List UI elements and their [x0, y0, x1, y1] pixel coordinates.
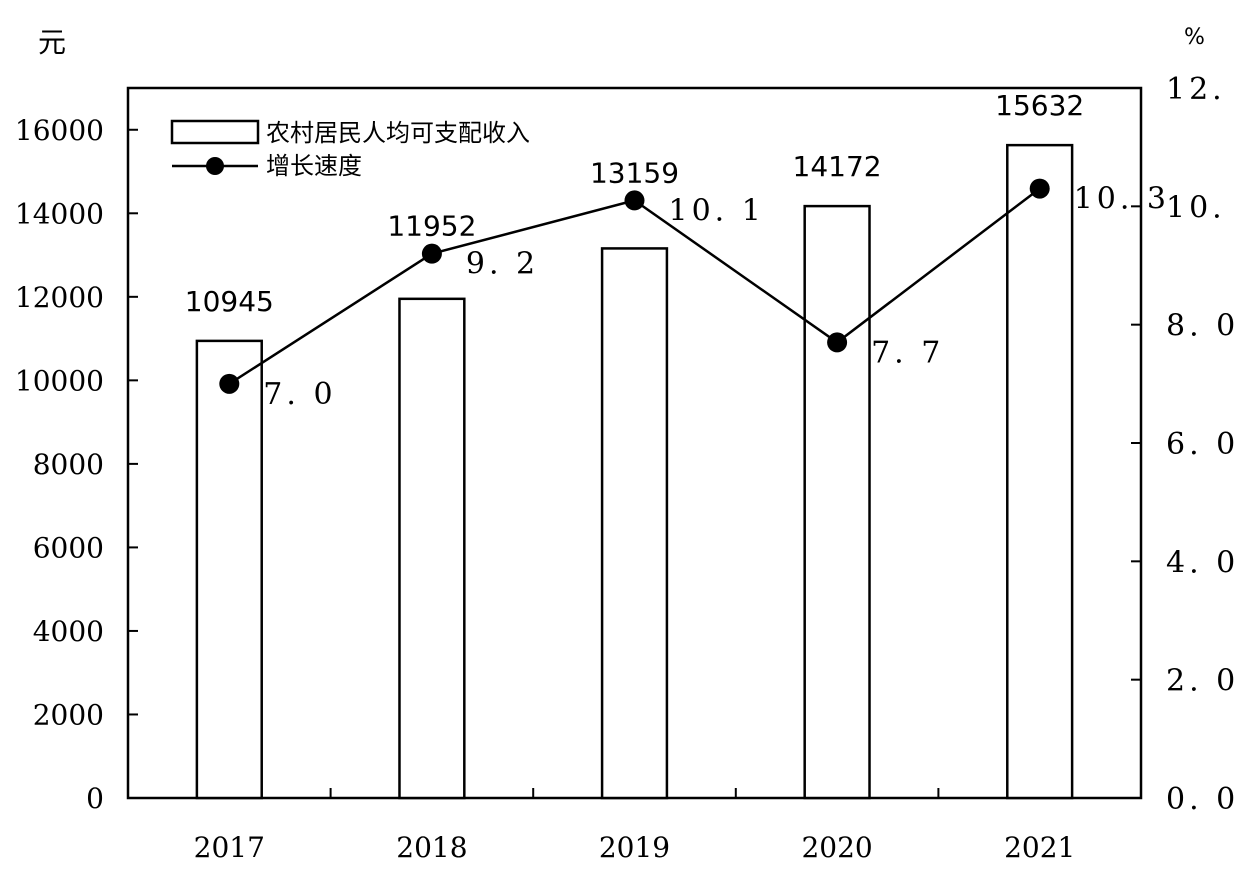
- left-tick-label: 0: [86, 782, 104, 815]
- right-tick-label: 8. 0: [1166, 309, 1238, 344]
- legend: 农村居民人均可支配收入 增长速度: [170, 119, 530, 180]
- growth-value-label: 10. 3: [1074, 182, 1170, 217]
- growth-value-label: 9. 2: [466, 247, 539, 282]
- income-bar: [398, 297, 466, 800]
- left-axis-unit: 元: [38, 26, 66, 59]
- growth-point: [827, 332, 848, 353]
- growth-point: [421, 243, 442, 264]
- x-tick-label: 2019: [599, 831, 670, 864]
- income-bar: [1006, 143, 1074, 800]
- right-axis-unit: %: [1184, 25, 1205, 50]
- right-tick-label: 0. 0: [1166, 782, 1238, 817]
- right-tick-label: 2. 0: [1166, 664, 1238, 699]
- left-tick-label: 4000: [33, 615, 104, 648]
- income-bar: [600, 247, 669, 800]
- x-axis: 2017 2018 2019 2020 2021: [194, 788, 1075, 864]
- legend-line-marker: [206, 157, 224, 175]
- left-tick-label: 10000: [15, 364, 104, 397]
- x-tick-label: 2017: [194, 831, 265, 864]
- line-series: 7. 0 9. 2 10. 1 7. 7 10. 3: [219, 178, 1170, 412]
- bar-value-label: 13159: [590, 156, 679, 189]
- left-axis: 0 2000 4000 6000 8000 10000 12000 14000 16000: [15, 114, 138, 815]
- left-tick-label: 16000: [15, 114, 104, 147]
- growth-point: [624, 190, 645, 211]
- bar-value-label: 14172: [793, 150, 882, 183]
- legend-bar-label: 农村居民人均可支配收入: [266, 119, 530, 147]
- left-tick-label: 8000: [33, 448, 104, 481]
- legend-line-label: 增长速度: [266, 152, 362, 180]
- bar-value-label: 15632: [995, 89, 1084, 122]
- right-tick-label: 12. 0: [1166, 72, 1238, 107]
- left-tick-label: 6000: [33, 531, 104, 564]
- income-bar: [803, 204, 871, 800]
- right-tick-label: 10. 0: [1166, 190, 1238, 225]
- right-tick-label: 6. 0: [1166, 427, 1238, 462]
- legend-bar-swatch: [170, 119, 260, 145]
- left-tick-label: 2000: [33, 698, 104, 731]
- growth-value-label: 10. 1: [669, 193, 765, 228]
- growth-value-label: 7. 0: [263, 377, 336, 412]
- growth-value-label: 7. 7: [871, 335, 944, 370]
- right-axis: 0. 0 2. 0 4. 0 6. 0 8. 0 10. 0 12. 0: [1131, 72, 1238, 817]
- growth-point: [1029, 178, 1050, 199]
- left-tick-label: 12000: [15, 281, 104, 314]
- bar-series: 10945 11952 13159 14172 15632: [185, 89, 1084, 800]
- x-tick-label: 2020: [801, 831, 872, 864]
- growth-point: [219, 373, 240, 394]
- right-tick-label: 4. 0: [1166, 545, 1238, 580]
- income-bar: [195, 339, 263, 800]
- bar-value-label: 11952: [387, 210, 476, 243]
- bar-value-label: 10945: [185, 285, 274, 318]
- x-tick-label: 2018: [396, 831, 467, 864]
- x-tick-label: 2021: [1004, 831, 1075, 864]
- left-tick-label: 14000: [15, 197, 104, 230]
